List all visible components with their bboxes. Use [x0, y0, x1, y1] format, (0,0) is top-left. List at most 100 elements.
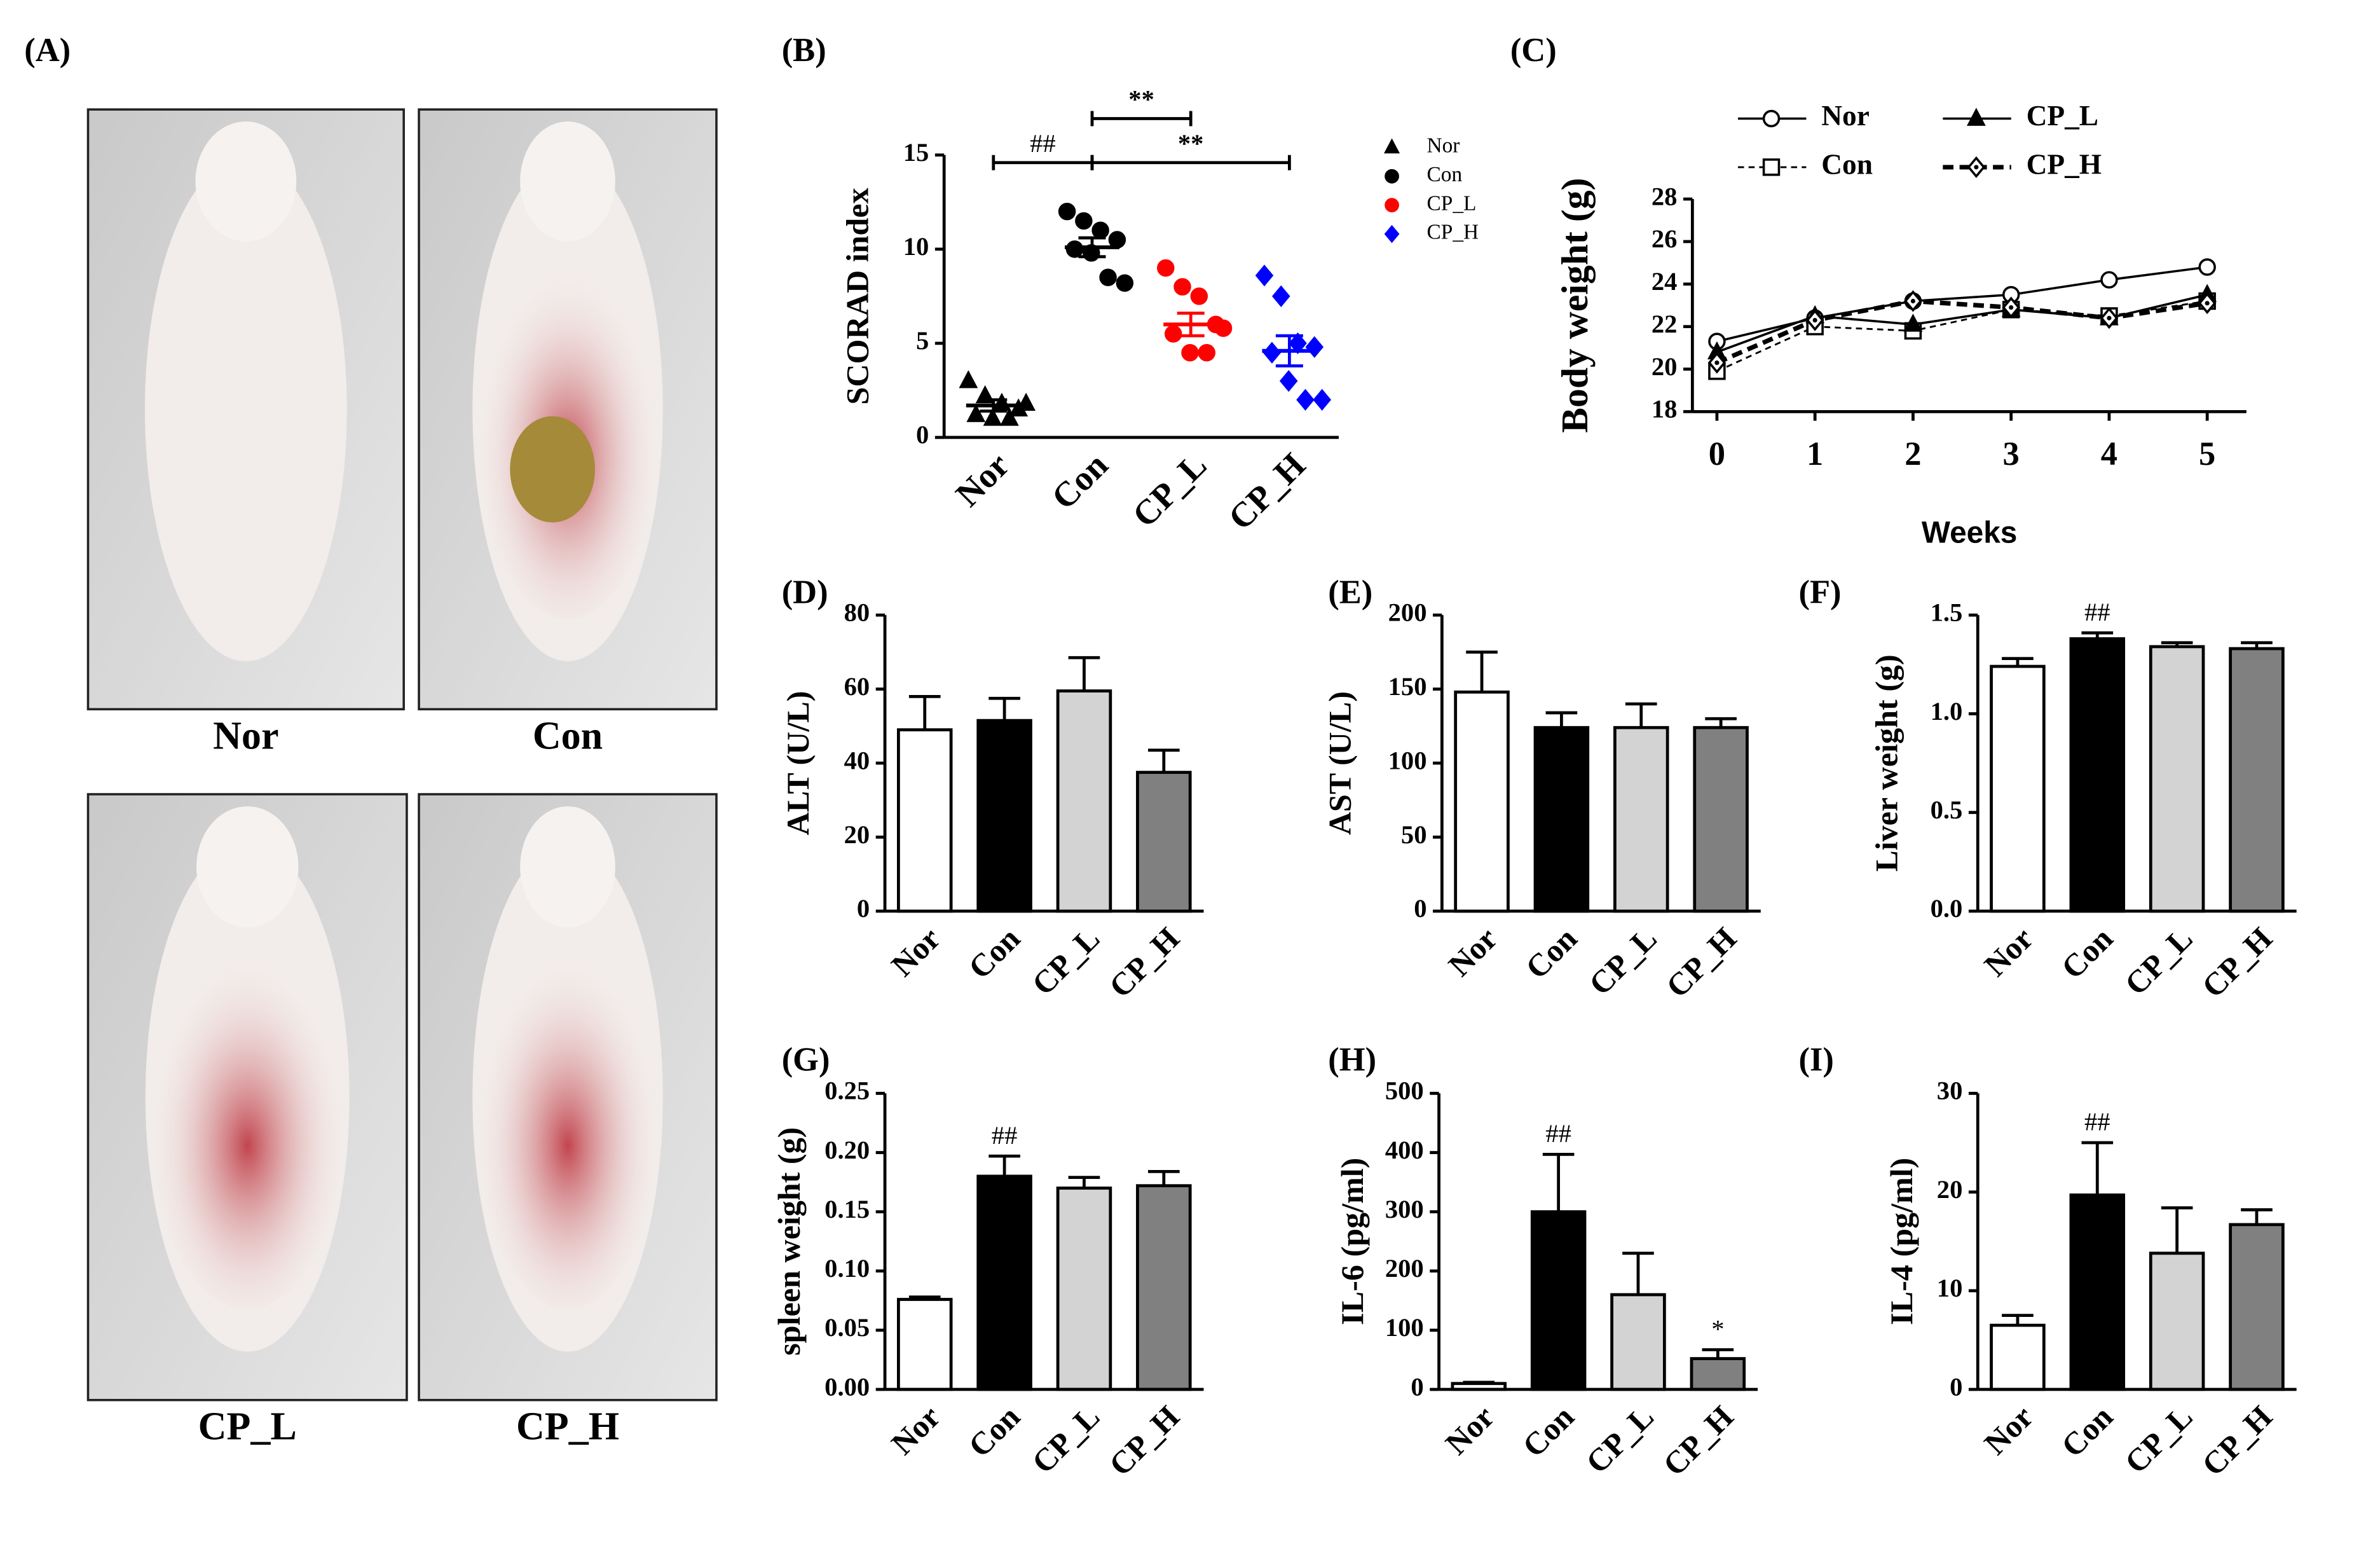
y-tick-label: 0.0: [1931, 894, 1963, 923]
legend-label: CP_L: [1426, 191, 1476, 215]
legend-label: Con: [1426, 163, 1462, 186]
point: [1214, 319, 1233, 337]
y-tick-label: 0.5: [1931, 795, 1963, 824]
point: [1058, 202, 1076, 221]
legend-label: Con: [1821, 148, 1873, 180]
point: [2198, 258, 2216, 276]
y-tick-label: 15: [903, 138, 929, 167]
point: [1255, 265, 1274, 287]
y-axis-title: spleen weight (g): [771, 1127, 807, 1356]
scab: [510, 416, 595, 523]
annotation: ##: [992, 1121, 1018, 1150]
y-tick-label: 60: [844, 672, 870, 701]
y-tick-label: 0: [857, 894, 870, 923]
legend-marker: [1966, 107, 1986, 126]
bar: [2149, 1251, 2205, 1391]
point: [1091, 221, 1109, 239]
x-tick-label: 4: [2101, 436, 2117, 472]
y-tick-label: 28: [1652, 182, 1678, 210]
legend-label: Nor: [1426, 134, 1460, 158]
y-tick-label: 20: [844, 820, 870, 849]
y-tick-label: 5: [916, 326, 929, 355]
point: [1296, 389, 1315, 411]
x-tick-label: 2: [1905, 436, 1921, 472]
panel-label: (H): [1328, 1042, 1376, 1078]
mouse-head: [520, 806, 615, 928]
mouse-head: [520, 121, 615, 242]
legend-label: Nor: [1821, 100, 1870, 132]
y-tick-label: 200: [1385, 1254, 1424, 1283]
y-tick-label: 20: [1937, 1175, 1963, 1204]
bar: [896, 728, 953, 913]
annotation: ##: [1545, 1119, 1571, 1148]
point: [1108, 231, 1126, 249]
legend-marker: [1762, 158, 1781, 176]
y-tick-label: 10: [1937, 1274, 1963, 1302]
y-tick-label: 30: [1937, 1077, 1963, 1105]
marker-dot: [1910, 298, 1915, 304]
panel-label: (G): [782, 1042, 830, 1078]
annotation: ##: [2084, 1108, 2110, 1136]
panel-label: (A): [24, 32, 71, 69]
legend-marker: [1385, 169, 1399, 184]
y-axis-title: Body weight (g): [1554, 178, 1596, 433]
y-tick-label: 1.5: [1931, 598, 1963, 627]
y-tick-label: 80: [844, 598, 870, 627]
marker-dot: [1812, 318, 1817, 323]
bar: [1136, 1184, 1192, 1391]
point: [1157, 259, 1175, 277]
photo-grid: Nor Con CP_L CP_H: [86, 108, 718, 1449]
y-tick-label: 0.00: [824, 1372, 870, 1401]
y-tick-label: 0.15: [824, 1195, 870, 1223]
point: [959, 370, 978, 389]
legend-marker: [1384, 224, 1400, 244]
bar: [976, 1174, 1032, 1391]
y-tick-label: 1.0: [1931, 697, 1963, 726]
bar: [2149, 645, 2205, 913]
legend-marker: [1385, 198, 1399, 212]
y-tick-label: 26: [1652, 224, 1678, 253]
y-tick-label: 0.25: [824, 1077, 870, 1105]
y-tick-label: 22: [1652, 310, 1678, 338]
y-tick-label: 500: [1385, 1077, 1424, 1105]
panel-label: (F): [1798, 574, 1841, 610]
x-tick-label: 5: [2199, 436, 2215, 472]
y-tick-label: 0: [916, 420, 929, 449]
bar: [2229, 647, 2285, 913]
y-tick-label: 0.10: [824, 1254, 870, 1283]
point: [1165, 325, 1182, 343]
y-axis-title: IL-4 (pg/ml): [1884, 1158, 1919, 1325]
point: [1279, 369, 1298, 392]
marker-dot: [2009, 305, 2014, 310]
y-tick-label: 200: [1388, 598, 1427, 627]
point: [1271, 285, 1290, 307]
bar: [1613, 726, 1669, 913]
x-tick-label: 1: [1807, 436, 1823, 472]
marker-dot: [1974, 165, 1979, 170]
point: [1181, 343, 1199, 362]
y-axis-title: ALT (U/L): [780, 691, 816, 836]
point: [1313, 389, 1332, 411]
series-line: [1716, 298, 2208, 365]
legend-label: CP_L: [2027, 100, 2098, 132]
point: [1116, 274, 1134, 292]
y-tick-label: 100: [1385, 1313, 1424, 1342]
photo-label: Nor: [213, 714, 278, 757]
point: [983, 408, 1002, 426]
panel-label: (E): [1328, 574, 1372, 610]
y-tick-label: 150: [1388, 672, 1427, 701]
bar: [896, 1298, 953, 1391]
annotation: **: [1178, 129, 1204, 158]
y-tick-label: 40: [844, 746, 870, 774]
point: [1173, 278, 1191, 296]
point: [1198, 343, 1215, 362]
mouse-head: [196, 806, 299, 928]
bar: [1990, 1323, 2046, 1391]
bar: [2229, 1223, 2285, 1391]
x-axis-title: Weeks: [1922, 516, 2017, 549]
y-axis-title: AST (U/L): [1322, 691, 1358, 835]
annotation: ##: [1030, 129, 1056, 158]
point: [1190, 287, 1208, 305]
marker-dot: [2107, 315, 2112, 320]
point: [1099, 268, 1117, 286]
